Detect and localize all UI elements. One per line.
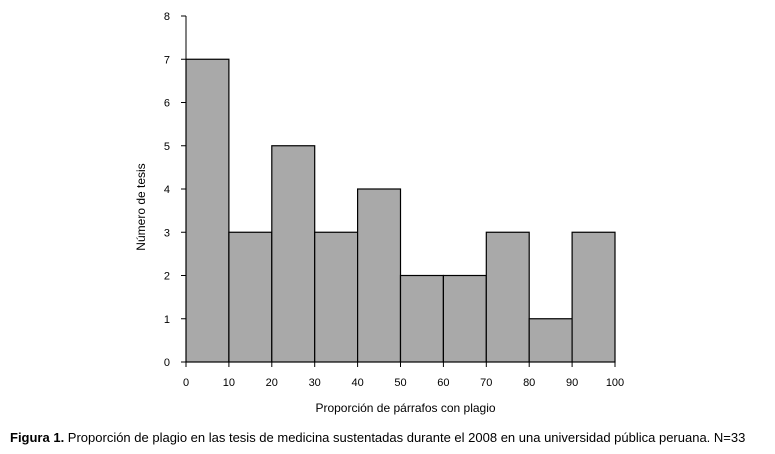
x-tick-label: 10 — [223, 377, 235, 389]
histogram-bar — [271, 145, 316, 363]
bars-group — [185, 58, 616, 363]
histogram-bar — [528, 318, 573, 363]
x-tick-label: 100 — [606, 377, 624, 389]
caption-label: Figura 1. — [10, 430, 65, 445]
histogram-bar — [185, 58, 230, 363]
x-ticks-group: 0 10 20 30 40 50 60 70 80 90 100 — [183, 362, 624, 389]
x-tick-label: 40 — [351, 377, 363, 389]
y-tick-label: 5 — [164, 141, 170, 153]
caption-text: Proporción de plagio en las tesis de med… — [64, 430, 746, 445]
x-tick-label: 90 — [566, 377, 578, 389]
x-axis-label: Proporción de párrafos con plagio — [315, 401, 495, 415]
figure-caption: Figura 1. Proporción de plagio en las te… — [10, 430, 745, 445]
y-tick-label: 1 — [164, 314, 170, 326]
y-tick-label: 6 — [164, 98, 170, 110]
x-tick-label: 70 — [480, 377, 492, 389]
histogram-bar — [357, 188, 402, 363]
y-tick-label: 4 — [164, 184, 170, 196]
y-tick-label: 8 — [164, 11, 170, 23]
x-tick-label: 60 — [437, 377, 449, 389]
y-ticks-group: 0 1 2 3 4 5 6 7 8 — [164, 11, 186, 369]
histogram-bar — [442, 274, 487, 363]
histogram-bar — [399, 274, 445, 363]
x-tick-label: 30 — [309, 377, 321, 389]
histogram-bar — [228, 231, 273, 363]
y-tick-label: 7 — [164, 54, 170, 66]
histogram-bar — [485, 231, 530, 363]
histogram-chart: 0 1 2 3 4 5 6 7 8 0 10 20 30 40 50 60 70 80 90 100 Proporc… — [134, 11, 624, 415]
y-tick-label: 3 — [164, 227, 170, 239]
y-tick-label: 0 — [164, 357, 170, 369]
histogram-bar — [571, 231, 616, 363]
x-tick-label: 50 — [394, 377, 406, 389]
x-tick-label: 20 — [266, 377, 278, 389]
histogram-bar — [314, 231, 359, 363]
y-axis-label: Número de tesis — [134, 163, 148, 250]
x-tick-label: 0 — [183, 377, 189, 389]
y-tick-label: 2 — [164, 271, 170, 283]
x-tick-label: 80 — [523, 377, 535, 389]
